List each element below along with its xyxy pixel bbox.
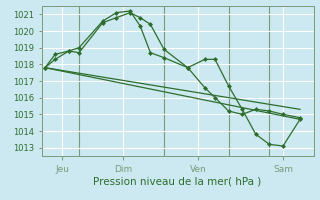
X-axis label: Pression niveau de la mer( hPa ): Pression niveau de la mer( hPa )	[93, 177, 262, 187]
